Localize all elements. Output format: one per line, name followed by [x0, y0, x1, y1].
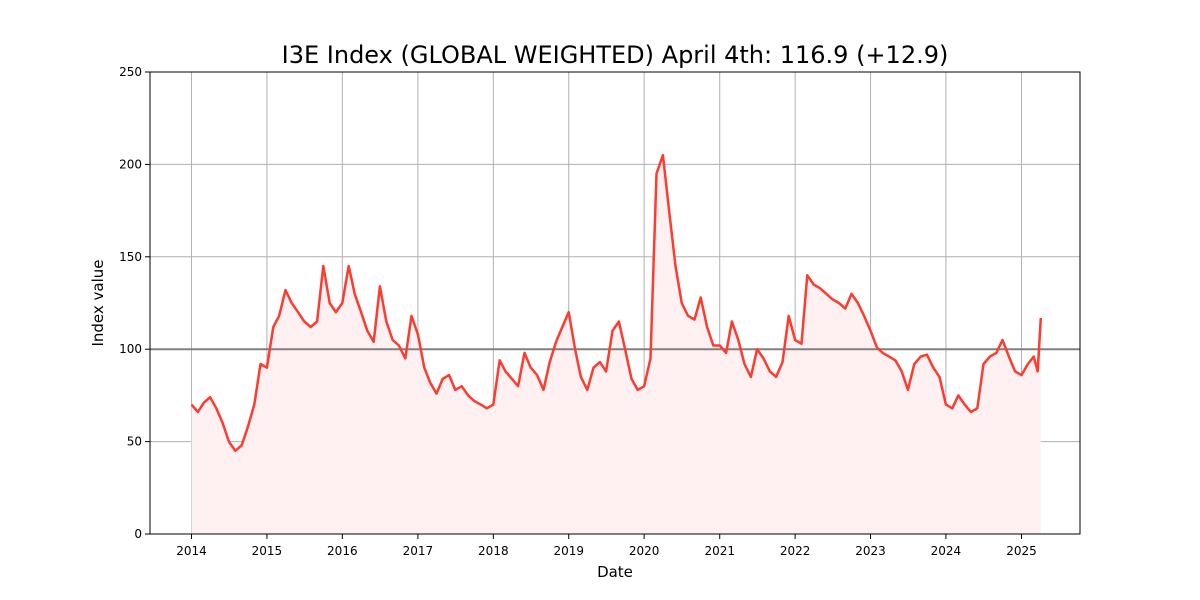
y-axis: 0 50 100 150 200 250: [119, 65, 150, 541]
x-tick-label: 2018: [478, 544, 509, 558]
x-tick-label: 2020: [629, 544, 660, 558]
x-tick-label: 2024: [931, 544, 962, 558]
y-tick-label: 250: [119, 65, 142, 79]
x-tick-label: 2021: [704, 544, 735, 558]
x-tick-label: 2022: [780, 544, 811, 558]
x-tick-label: 2017: [403, 544, 434, 558]
y-tick-label: 0: [134, 527, 142, 541]
plot-frame: [149, 71, 1081, 535]
y-tick-label: 50: [127, 435, 142, 449]
x-axis: 2014 2015 2016 2017 2018 2019 2020 2021 2022 2023…: [176, 534, 1037, 558]
x-tick-label: 2016: [327, 544, 358, 558]
y-axis-label: Index value: [89, 259, 107, 346]
x-tick-label: 2014: [176, 544, 207, 558]
x-axis-label: Date: [597, 563, 633, 581]
series-line: [190, 153, 1043, 453]
y-tick-label: 200: [119, 157, 142, 171]
chart-title: I3E Index (GLOBAL WEIGHTED) April 4th: 1…: [282, 41, 949, 69]
x-tick-label: 2023: [855, 544, 886, 558]
x-tick-label: 2019: [553, 544, 584, 558]
x-tick-label: 2015: [252, 544, 283, 558]
x-tick-label: 2025: [1006, 544, 1037, 558]
y-tick-label: 150: [119, 250, 142, 264]
series-area-fill: [191, 155, 1041, 534]
y-tick-label: 100: [119, 342, 142, 356]
